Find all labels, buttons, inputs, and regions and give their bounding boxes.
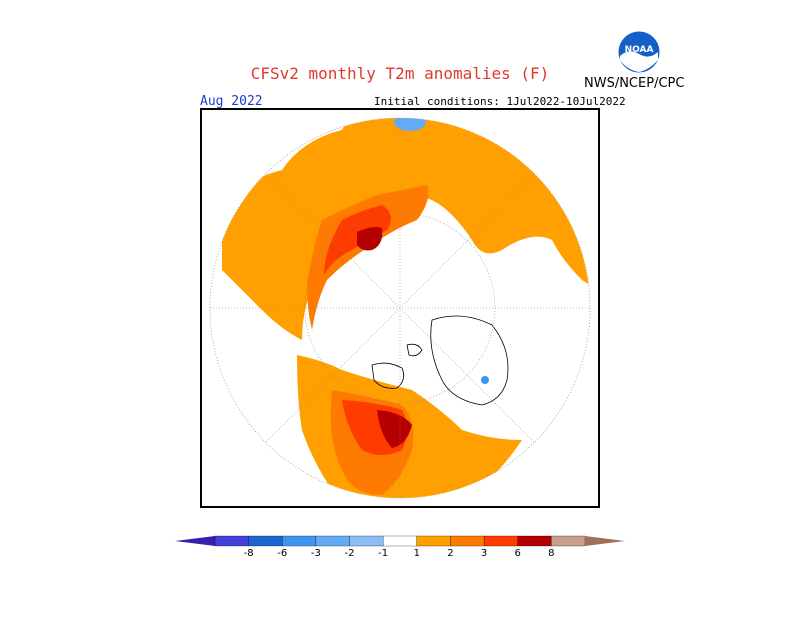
agency-label: NWS/NCEP/CPC	[584, 76, 685, 91]
svg-text:NOAA: NOAA	[625, 45, 654, 55]
legend-label: 6	[514, 548, 521, 559]
legend-swatch	[416, 535, 451, 547]
legend-swatch	[248, 535, 283, 547]
legend-arrow-low	[175, 536, 215, 546]
legend-swatch	[214, 535, 249, 547]
legend-label: -2	[344, 548, 355, 559]
coastline-arctic-islands	[371, 343, 423, 389]
noaa-logo-icon: NOAA	[617, 30, 661, 74]
anomaly-map	[200, 108, 600, 508]
anomaly-region-plus2	[307, 185, 429, 330]
anomaly-region-cool-greenland	[481, 376, 489, 384]
initial-conditions: Initial conditions: 1Jul2022-10Jul2022	[374, 95, 626, 108]
legend-swatch	[315, 535, 350, 547]
anomaly-region-eurasia	[222, 118, 590, 340]
legend-swatch	[450, 535, 485, 547]
legend-label: -8	[243, 548, 254, 559]
polar-map-svg	[209, 117, 591, 499]
legend-boxes	[214, 535, 586, 547]
legend-label: 2	[447, 548, 454, 559]
legend-label: 1	[413, 548, 420, 559]
legend-swatch	[517, 535, 552, 547]
legend-label: -1	[378, 548, 389, 559]
forecast-month: Aug 2022	[200, 94, 263, 109]
legend-swatch	[349, 535, 384, 547]
legend-label: 8	[548, 548, 555, 559]
anomaly-region-cool-north	[394, 118, 426, 131]
legend-swatch	[551, 535, 586, 547]
legend-label: -6	[277, 548, 288, 559]
legend-label: -3	[310, 548, 321, 559]
legend-label: 3	[480, 548, 488, 559]
legend-swatch	[483, 535, 518, 547]
anomaly-region-plus6	[357, 227, 383, 251]
color-legend	[175, 535, 625, 547]
coastline-greenland	[430, 315, 509, 406]
graticule	[210, 118, 590, 498]
legend-swatch	[383, 535, 417, 547]
chart-title: CFSv2 monthly T2m anomalies (F)	[250, 64, 550, 83]
legend-swatch	[282, 535, 317, 547]
legend-arrow-high	[585, 536, 625, 546]
anomaly-region-na-plus6	[377, 410, 412, 448]
